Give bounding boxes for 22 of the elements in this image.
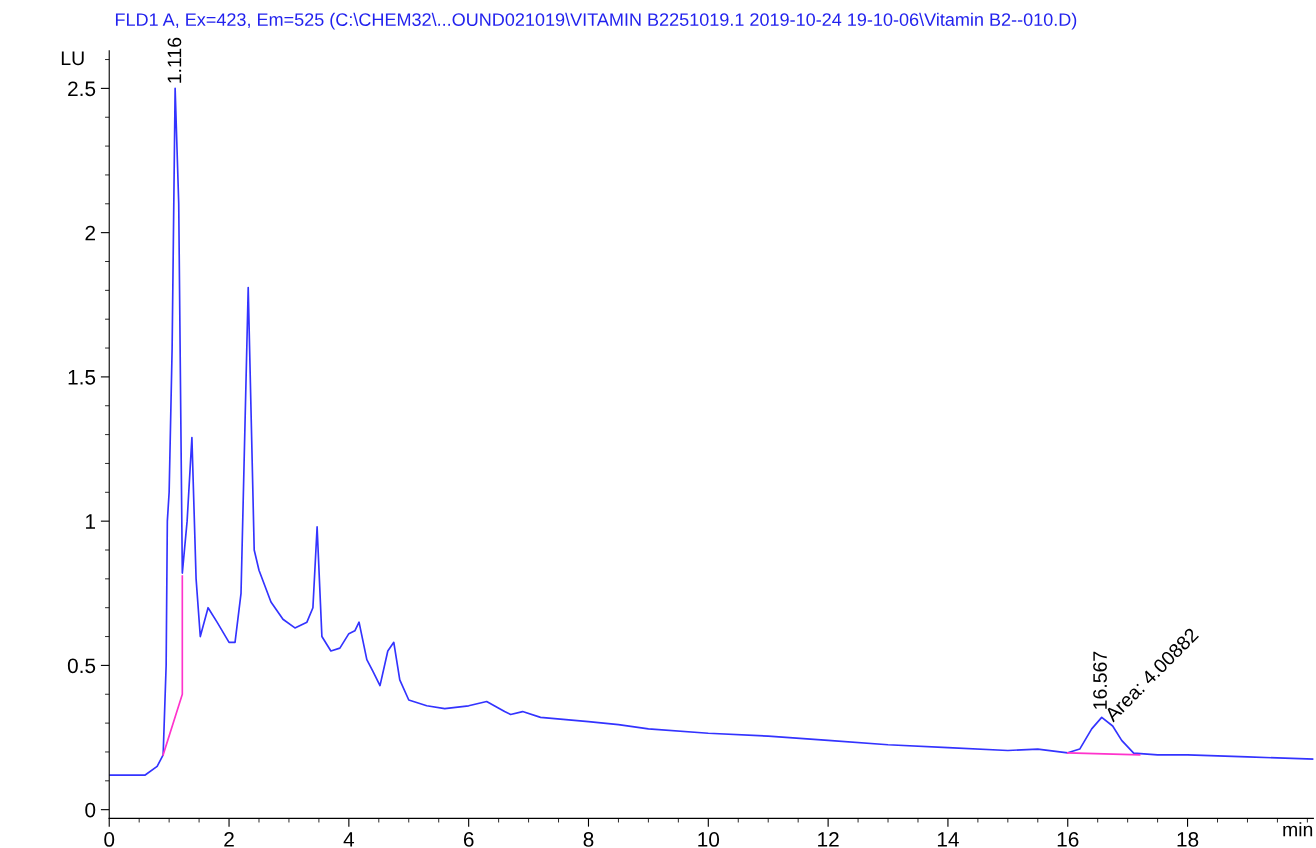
chart-title: FLD1 A, Ex=423, Em=525 (C:\CHEM32\...OUND021019\VITAMIN B2251019.1 2019-10-24 19-10-06\Vitamin B2--010.D) xyxy=(115,12,1077,30)
y-tick-label: 2 xyxy=(85,225,95,241)
x-tick-label: 0 xyxy=(104,832,115,847)
x-tick-label: 18 xyxy=(1177,832,1199,847)
y-axis-title: LU xyxy=(61,51,84,66)
y-tick-label: 2.5 xyxy=(68,81,96,97)
x-tick-label: 4 xyxy=(343,832,355,847)
line-series xyxy=(109,87,1314,776)
x-tick-label: 2 xyxy=(224,832,234,847)
annotation: 1.116 xyxy=(167,37,182,83)
x-tick-label: 14 xyxy=(937,832,959,847)
x-tick-label: 12 xyxy=(818,832,839,847)
y-tick-label: 1 xyxy=(86,514,96,529)
y-tick-label: 1.5 xyxy=(68,370,96,385)
x-axis-title: min xyxy=(1283,822,1313,837)
annotation: 16.567 xyxy=(1093,651,1107,709)
y-tick-label: 0 xyxy=(85,802,96,818)
x-tick-label: 16 xyxy=(1057,832,1079,847)
x-tick-label: 10 xyxy=(698,832,720,847)
x-tick-label: 8 xyxy=(583,832,594,847)
y-tick-label: 0.5 xyxy=(67,658,96,674)
x-tick-label: 6 xyxy=(463,832,474,847)
